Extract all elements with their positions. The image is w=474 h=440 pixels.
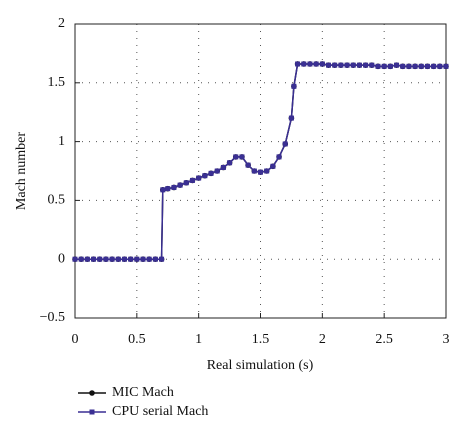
- x-tick-label: 0.5: [128, 332, 146, 347]
- data-point: [196, 175, 202, 181]
- data-point: [344, 62, 350, 68]
- x-tick-label: 1.5: [252, 332, 270, 347]
- data-point: [258, 169, 263, 175]
- legend-marker: [89, 390, 95, 396]
- x-tick-label: 0: [72, 332, 79, 347]
- data-point: [239, 154, 245, 160]
- data-point: [332, 62, 338, 68]
- data-point: [319, 61, 325, 67]
- data-point: [208, 170, 214, 176]
- data-point: [264, 168, 270, 174]
- data-point: [350, 62, 356, 68]
- data-point: [313, 61, 319, 67]
- data-point: [152, 256, 158, 262]
- series-line: [75, 63, 446, 260]
- data-point: [227, 160, 233, 166]
- data-point: [109, 256, 115, 262]
- y-tick-label: −0.5: [40, 310, 65, 325]
- data-point: [128, 256, 134, 262]
- data-point: [159, 256, 165, 262]
- data-point: [356, 62, 362, 68]
- y-tick-label: 2: [58, 16, 65, 31]
- data-point: [424, 63, 430, 69]
- data-point: [202, 173, 208, 179]
- data-point: [97, 256, 103, 262]
- x-axis-label: Real simulation (s): [207, 358, 314, 373]
- data-point: [140, 256, 146, 262]
- data-point: [282, 141, 288, 147]
- data-point: [338, 62, 344, 68]
- data-point: [146, 256, 152, 262]
- data-point: [214, 168, 220, 174]
- data-point: [91, 256, 97, 262]
- data-point: [220, 164, 226, 170]
- data-point: [276, 154, 282, 160]
- data-point: [134, 256, 140, 262]
- data-point: [418, 63, 424, 69]
- series-line: [75, 63, 446, 260]
- data-point: [412, 63, 418, 69]
- x-tick-label: 2: [319, 332, 326, 347]
- data-point: [301, 61, 307, 67]
- data-point: [160, 187, 166, 193]
- data-point: [363, 62, 369, 68]
- data-point: [270, 163, 276, 169]
- data-point: [431, 63, 437, 69]
- data-point: [307, 61, 313, 67]
- data-point: [121, 256, 127, 262]
- data-point: [326, 62, 332, 68]
- y-tick-label: 0: [58, 251, 65, 266]
- data-point: [375, 63, 381, 69]
- data-point: [381, 63, 387, 69]
- legend-label: MIC Mach: [112, 385, 174, 400]
- legend-marker: [89, 409, 95, 415]
- data-point: [171, 184, 177, 190]
- legend-label: CPU serial Mach: [112, 404, 208, 419]
- data-point: [183, 180, 189, 186]
- data-point: [394, 62, 400, 68]
- data-point: [406, 63, 412, 69]
- plot-frame: [74, 23, 447, 319]
- x-tick-label: 3: [443, 332, 450, 347]
- data-point: [84, 256, 90, 262]
- data-point: [103, 256, 109, 262]
- data-point: [72, 256, 78, 262]
- data-point: [443, 63, 449, 69]
- data-point: [387, 63, 393, 69]
- y-tick-label: 0.5: [48, 193, 66, 208]
- data-point: [189, 177, 195, 183]
- y-tick-label: 1.5: [48, 75, 66, 90]
- y-tick-label: 1: [58, 134, 65, 149]
- x-tick-label: 2.5: [375, 332, 393, 347]
- data-point: [400, 63, 406, 69]
- data-point: [78, 256, 84, 262]
- data-point: [165, 186, 171, 192]
- y-axis-label: Mach number: [14, 132, 29, 210]
- data-point: [288, 115, 294, 121]
- data-point: [177, 182, 183, 188]
- data-point: [437, 63, 443, 69]
- data-point: [369, 62, 375, 68]
- data-point: [295, 61, 301, 67]
- data-point: [115, 256, 121, 262]
- data-point: [245, 162, 251, 168]
- data-point: [291, 83, 297, 89]
- data-point: [233, 154, 239, 160]
- data-point: [251, 168, 257, 174]
- x-tick-label: 1: [195, 332, 202, 347]
